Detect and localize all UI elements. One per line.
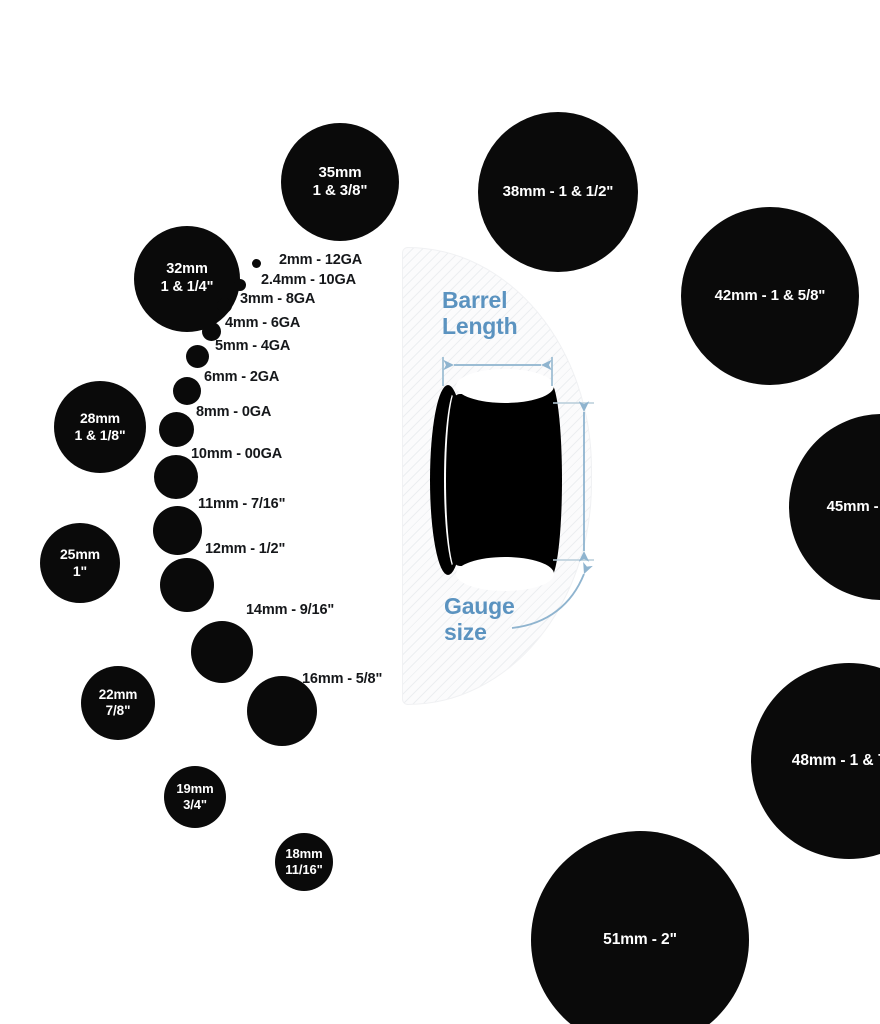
size-disc-51mm[interactable]: 51mm - 2" [531,831,749,1024]
ear-tunnel-illustration [430,369,570,591]
size-disc-label: 22mm 7/8" [98,686,138,718]
size-dot-12mm[interactable] [160,558,214,612]
size-disc-label: 45mm - 1 & 3/4" [826,497,879,515]
size-disc-28mm[interactable]: 28mm 1 & 1/8" [54,381,146,473]
size-dot-label-8mm: 8mm - 0GA [196,404,272,420]
size-disc-18mm[interactable]: 18mm 11/16" [275,833,333,891]
size-disc-48mm[interactable]: 48mm - 1 & 7/8" [751,663,880,859]
size-disc-label: 19mm 3/4" [176,781,214,812]
size-disc-label: 32mm 1 & 1/4" [160,261,214,295]
size-disc-42mm[interactable]: 42mm - 1 & 5/8" [681,207,859,385]
size-dot-2.4mm[interactable] [234,279,246,291]
size-disc-label: 18mm 11/16" [285,846,323,877]
size-dot-11mm[interactable] [153,506,202,555]
size-dot-label-4mm: 4mm - 6GA [225,315,301,331]
size-disc-label: 48mm - 1 & 7/8" [791,751,880,769]
size-dot-label-16mm: 16mm - 5/8" [302,671,383,687]
size-disc-45mm[interactable]: 45mm - 1 & 3/4" [789,414,880,600]
size-disc-label: 35mm 1 & 3/8" [312,163,368,199]
size-dot-8mm[interactable] [159,412,194,447]
size-dot-label-5mm: 5mm - 4GA [215,338,291,354]
size-dot-label-2.4mm: 2.4mm - 10GA [261,272,356,288]
size-dot-label-10mm: 10mm - 00GA [191,446,283,462]
size-dot-6mm[interactable] [173,377,201,405]
size-disc-22mm[interactable]: 22mm 7/8" [81,666,155,740]
tunnel-inner-rim-highlight [444,387,470,573]
size-dot-14mm[interactable] [191,621,253,683]
tunnel-waist-top-cut [456,369,554,403]
size-disc-label: 51mm - 2" [603,930,677,948]
size-disc-19mm[interactable]: 19mm 3/4" [164,766,226,828]
barrel-length-callout: Barrel Length [442,287,518,339]
size-dot-label-2mm: 2mm - 12GA [279,252,363,268]
size-dot-label-3mm: 3mm - 8GA [240,291,316,307]
size-disc-label: 42mm - 1 & 5/8" [714,286,826,304]
size-dot-label-12mm: 12mm - 1/2" [205,541,286,557]
size-disc-label: 38mm - 1 & 1/2" [502,182,614,200]
size-dot-2mm[interactable] [252,259,261,268]
size-dot-16mm[interactable] [247,676,317,746]
size-dot-label-6mm: 6mm - 2GA [204,369,280,385]
gauge-size-callout: Gauge size [444,593,515,645]
size-disc-38mm[interactable]: 38mm - 1 & 1/2" [478,112,638,272]
size-dot-3mm[interactable] [217,298,232,313]
size-dot-10mm[interactable] [154,455,198,499]
size-dot-label-14mm: 14mm - 9/16" [246,602,335,618]
size-disc-label: 25mm 1" [59,545,101,579]
tunnel-waist-bottom-cut [456,557,554,591]
size-disc-label: 28mm 1 & 1/8" [74,409,126,443]
size-dot-label-11mm: 11mm - 7/16" [198,496,286,512]
size-dot-4mm[interactable] [202,322,221,341]
size-disc-35mm[interactable]: 35mm 1 & 3/8" [281,123,399,241]
size-dot-5mm[interactable] [186,345,209,368]
size-disc-25mm[interactable]: 25mm 1" [40,523,120,603]
